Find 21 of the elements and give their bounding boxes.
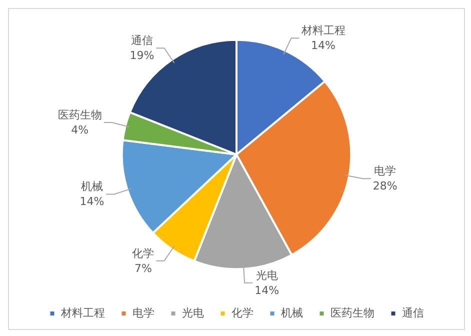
data-label: 14% xyxy=(80,195,104,208)
legend-label: 化学 xyxy=(231,306,254,320)
data-label: 14% xyxy=(254,284,280,297)
legend-label: 材料工程 xyxy=(60,306,105,320)
slice-label: 医药生物 xyxy=(58,108,102,122)
data-label: 7% xyxy=(134,262,152,275)
data-label: 19% xyxy=(130,48,154,62)
slice-label: 机械 xyxy=(80,180,103,194)
slice-label: 化学 xyxy=(132,246,154,260)
slice-label: 光电 xyxy=(256,268,278,282)
legend-label: 光电 xyxy=(182,306,204,320)
slice-label: 通信 xyxy=(130,34,153,47)
legend-label: 医药生物 xyxy=(330,306,374,320)
legend-label: 机械 xyxy=(280,306,303,320)
slice-label: 电学 xyxy=(374,164,396,178)
data-label: 28% xyxy=(372,179,398,192)
slice-label: 材料工程 xyxy=(300,24,346,37)
legend-label: 通信 xyxy=(402,306,424,320)
data-label: 4% xyxy=(71,123,89,136)
legend-label: 电学 xyxy=(132,306,154,320)
data-label: 14% xyxy=(311,38,336,52)
